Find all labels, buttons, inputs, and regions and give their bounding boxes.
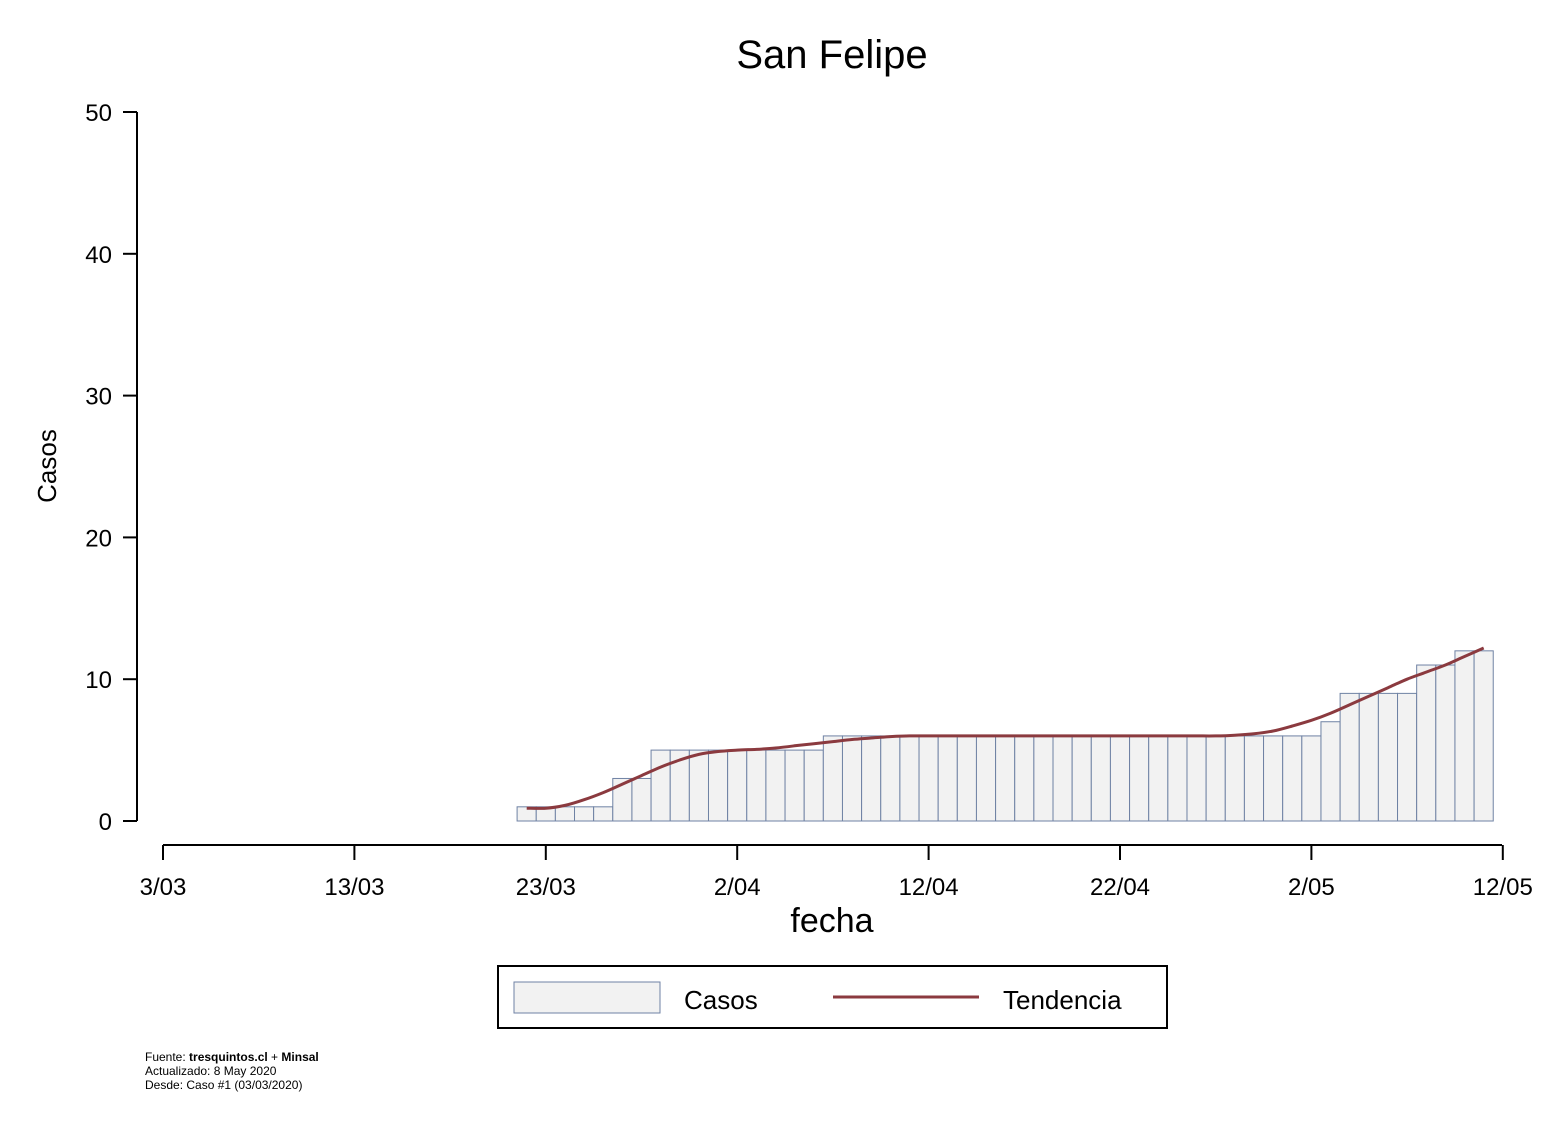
bar-casos xyxy=(899,735,920,822)
bar-casos xyxy=(1052,735,1073,822)
bar-casos xyxy=(746,749,767,822)
x-tick-label: 3/03 xyxy=(140,874,187,901)
line-series-tendencia xyxy=(526,646,1485,810)
bar-casos xyxy=(1148,735,1169,822)
trend-line xyxy=(526,646,1485,810)
bar-casos xyxy=(841,735,863,822)
legend-swatch-casos xyxy=(513,981,661,1014)
bar-casos xyxy=(765,749,786,822)
bar-casos xyxy=(1435,664,1456,822)
bar-casos xyxy=(956,735,977,822)
bar-casos xyxy=(1090,735,1111,822)
y-axis: 0 10 20 30 40 50 xyxy=(85,100,138,836)
since-note: Desde: Caso #1 (03/03/2020) xyxy=(145,1078,303,1092)
bar-casos xyxy=(1263,735,1284,822)
x-tick-label: 2/04 xyxy=(714,874,761,901)
bar-casos xyxy=(784,749,805,822)
bar-casos xyxy=(1397,692,1418,822)
y-tick-label: 30 xyxy=(85,384,112,411)
x-tick-label: 13/03 xyxy=(324,874,384,901)
source-org: Minsal xyxy=(281,1050,319,1064)
legend: Casos Tendencia xyxy=(497,965,1168,1029)
x-tick-label: 12/05 xyxy=(1473,874,1533,901)
bar-casos xyxy=(1473,650,1494,822)
source-note: Fuente: tresquintos.cl + Minsal Actualiz… xyxy=(145,1050,319,1092)
bar-casos xyxy=(1186,735,1207,822)
bar-casos xyxy=(1282,735,1303,822)
bar-casos xyxy=(995,735,1016,822)
bar-casos xyxy=(975,735,997,822)
x-tick-label: 2/05 xyxy=(1288,874,1335,901)
bar-casos xyxy=(707,749,729,822)
bar-casos xyxy=(1454,650,1475,822)
source-prefix: Fuente: xyxy=(145,1050,190,1064)
bar-casos xyxy=(1416,664,1437,822)
bar-casos xyxy=(1167,735,1188,822)
bar-casos xyxy=(1243,735,1265,822)
source-plus: + xyxy=(267,1050,282,1064)
source-site: tresquintos.cl xyxy=(189,1050,268,1064)
y-tick-label: 50 xyxy=(85,100,112,127)
y-tick-label: 0 xyxy=(99,809,112,836)
bar-casos xyxy=(1014,735,1035,822)
bar-casos xyxy=(1301,735,1322,822)
bar-casos xyxy=(1377,692,1399,822)
bar-casos xyxy=(650,749,671,822)
x-tick-label: 23/03 xyxy=(516,874,576,901)
bar-casos xyxy=(861,735,882,822)
bar-casos xyxy=(937,735,958,822)
bar-casos xyxy=(1205,735,1226,822)
bar-casos xyxy=(554,806,576,822)
y-tick-label: 10 xyxy=(85,667,112,694)
bar-casos xyxy=(880,735,901,822)
bar-casos xyxy=(918,735,939,822)
bar-casos xyxy=(803,749,824,822)
bar-casos xyxy=(727,749,748,822)
y-tick-label: 40 xyxy=(85,242,112,269)
bar-series-casos xyxy=(516,650,1494,822)
x-tick-label: 22/04 xyxy=(1090,874,1150,901)
chart-title: San Felipe xyxy=(736,33,927,77)
bar-casos xyxy=(1129,735,1150,822)
bar-casos xyxy=(1358,692,1379,822)
bar-casos xyxy=(822,735,843,822)
x-axis-title: fecha xyxy=(790,902,873,940)
bar-casos xyxy=(631,777,652,822)
bar-casos xyxy=(1109,735,1131,822)
bar-casos xyxy=(1071,735,1092,822)
bar-casos xyxy=(1339,692,1360,822)
bar-casos xyxy=(1320,721,1341,822)
bar-casos xyxy=(593,806,614,822)
legend-label-tendencia: Tendencia xyxy=(1003,985,1122,1015)
x-axis: 3/03 13/03 23/03 2/04 12/04 22/04 2/05 12/05 xyxy=(140,844,1533,901)
y-axis-title: Casos xyxy=(32,429,62,503)
bar-casos xyxy=(574,806,595,822)
source-line: Fuente: tresquintos.cl + Minsal xyxy=(145,1050,319,1064)
x-tick-label: 12/04 xyxy=(899,874,959,901)
bar-casos xyxy=(1033,735,1054,822)
bar-casos xyxy=(688,749,709,822)
legend-label-casos: Casos xyxy=(684,985,758,1015)
updated-note: Actualizado: 8 May 2020 xyxy=(145,1064,277,1078)
bar-casos xyxy=(1224,735,1245,822)
y-tick-label: 20 xyxy=(85,525,112,552)
